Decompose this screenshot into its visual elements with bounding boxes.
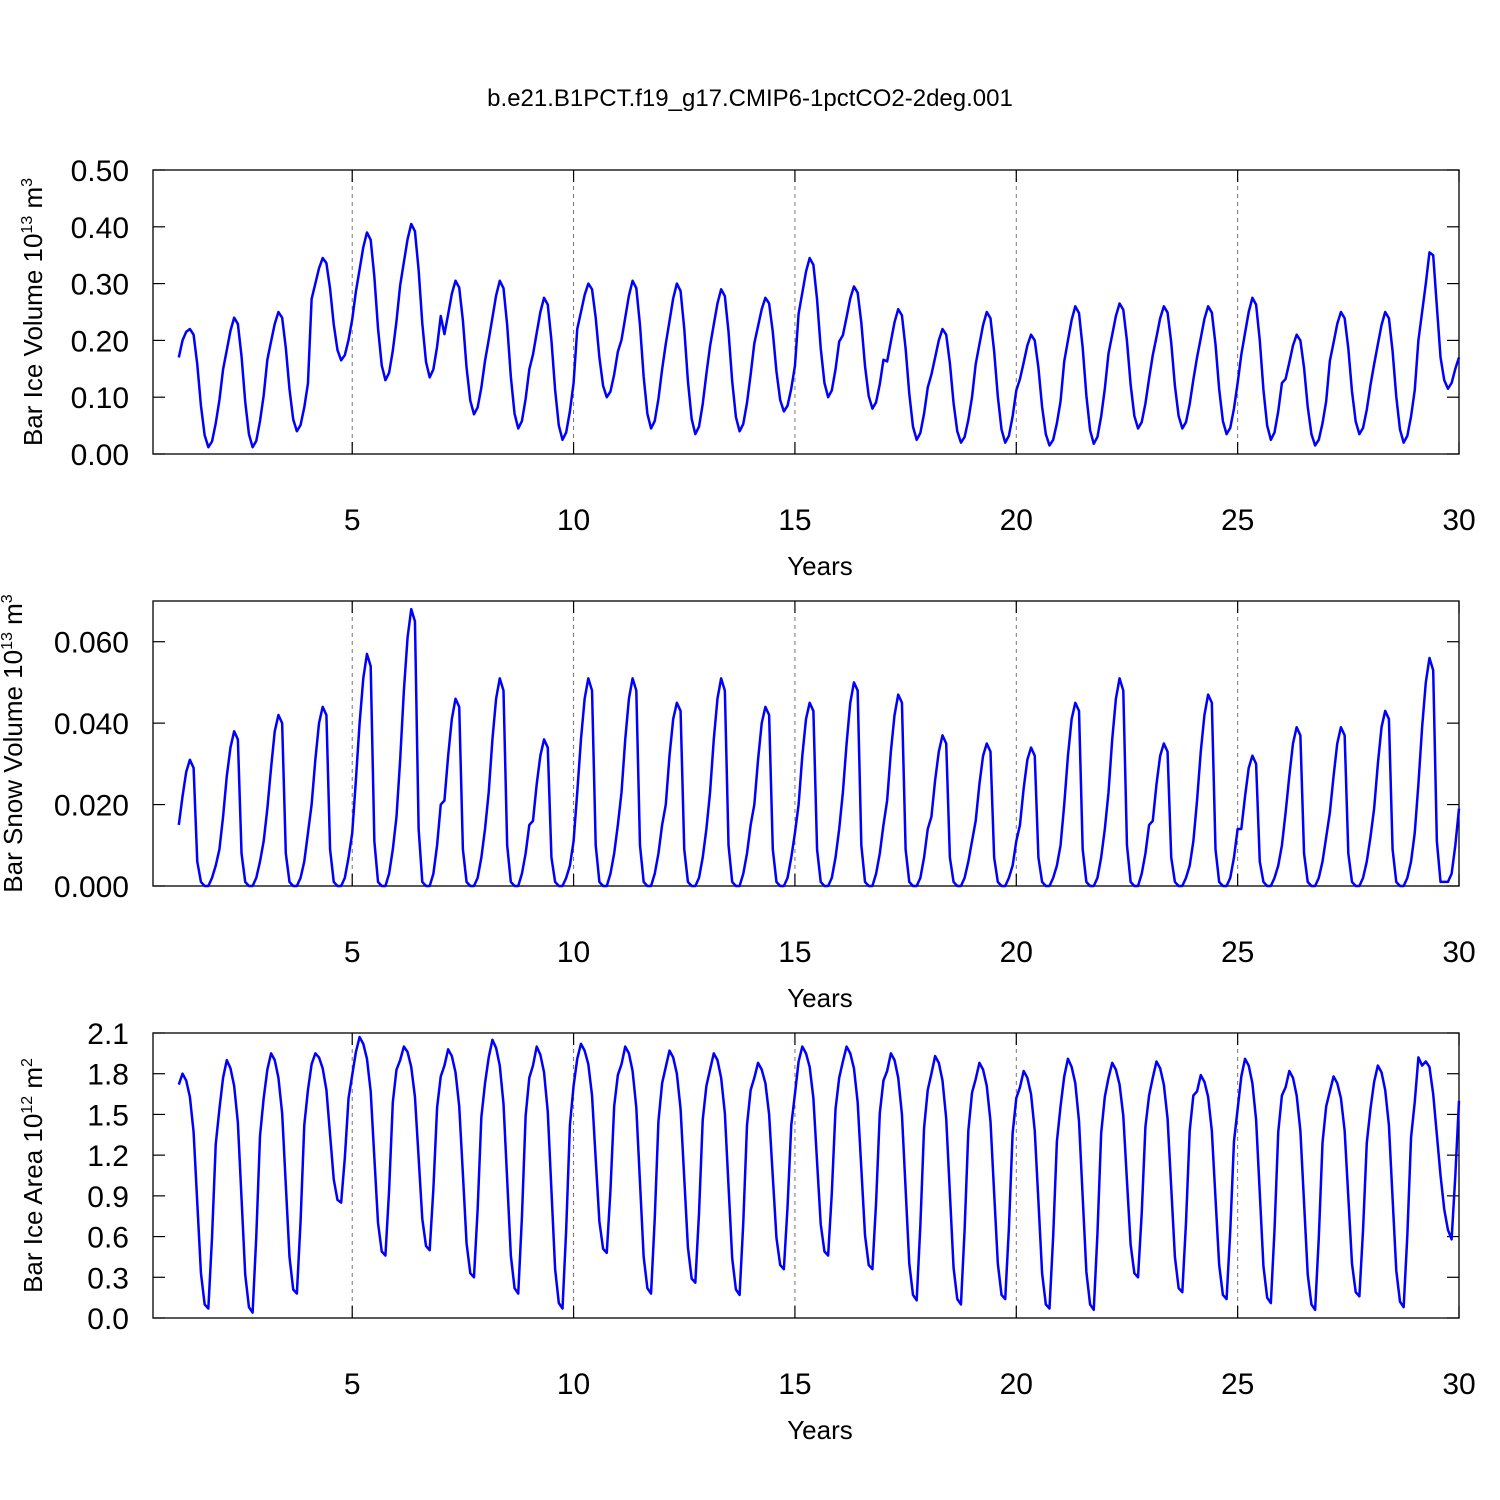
y-axis-label-text: Bar Snow Volume 10 — [0, 650, 28, 893]
y-axis-label-text: Bar Ice Volume 10 — [18, 234, 48, 446]
x-axis-label: Years — [787, 983, 853, 1013]
x-tick-label: 10 — [557, 1368, 590, 1401]
y-axis-label-unit-exponent: 3 — [0, 594, 16, 603]
x-axis-label: Years — [787, 1415, 853, 1445]
x-tick-label: 15 — [778, 1368, 811, 1401]
y-tick-label: 0.020 — [54, 790, 129, 823]
x-tick-label: 15 — [778, 936, 811, 969]
y-tick-label: 0.50 — [71, 155, 129, 188]
x-tick-label: 5 — [344, 504, 361, 537]
y-tick-label: 0.3 — [87, 1262, 129, 1295]
y-axis-label-unit-exponent: 2 — [19, 1058, 36, 1067]
plot-frame — [152, 169, 1460, 455]
y-axis-label: Bar Snow Volume 1013 m3 — [0, 594, 28, 893]
x-tick-label: 5 — [344, 936, 361, 969]
x-tick-label: 30 — [1442, 1368, 1475, 1401]
y-tick-label: 0.040 — [54, 708, 129, 741]
y-axis-label-unit: m — [0, 603, 28, 632]
y-axis-label-unit-exponent: 3 — [19, 178, 36, 187]
y-tick-label: 0.9 — [87, 1181, 129, 1214]
x-tick-label: 15 — [778, 504, 811, 537]
y-tick-label: 0.000 — [54, 871, 129, 904]
x-axis-label: Years — [787, 551, 853, 581]
x-tick-label: 30 — [1442, 504, 1475, 537]
y-tick-label: 0.20 — [71, 325, 129, 358]
y-tick-label: 2.1 — [87, 1018, 129, 1051]
y-tick-label: 1.2 — [87, 1140, 129, 1173]
y-tick-label: 0.30 — [71, 269, 129, 302]
x-tick-label: 10 — [557, 936, 590, 969]
x-tick-label: 20 — [1000, 504, 1033, 537]
y-axis-label-exponent: 13 — [0, 632, 16, 650]
plot-frame — [152, 600, 1460, 887]
y-tick-label: 0.060 — [54, 627, 129, 660]
x-tick-label: 10 — [557, 504, 590, 537]
y-tick-label: 1.8 — [87, 1059, 129, 1092]
y-axis-label-text: Bar Ice Area 10 — [18, 1114, 48, 1293]
data-line — [177, 1035, 1461, 1314]
data-line — [177, 607, 1461, 888]
plot-frame — [152, 1032, 1460, 1319]
y-axis-label-exponent: 13 — [19, 216, 36, 234]
y-tick-label: 1.5 — [87, 1099, 129, 1132]
x-tick-label: 20 — [1000, 936, 1033, 969]
x-tick-label: 25 — [1221, 1368, 1254, 1401]
x-tick-label: 20 — [1000, 1368, 1033, 1401]
y-tick-label: 0.40 — [71, 212, 129, 245]
y-tick-label: 0.10 — [71, 382, 129, 415]
y-axis-label-unit: m — [18, 1067, 48, 1096]
figure-title: b.e21.B1PCT.f19_g17.CMIP6-1pctCO2-2deg.0… — [487, 85, 1013, 112]
y-tick-label: 0.00 — [71, 439, 129, 472]
x-tick-label: 25 — [1221, 936, 1254, 969]
x-tick-label: 25 — [1221, 504, 1254, 537]
x-tick-label: 5 — [344, 1368, 361, 1401]
y-tick-label: 0.6 — [87, 1222, 129, 1255]
y-axis-label: Bar Ice Volume 1013 m3 — [18, 178, 48, 446]
x-tick-label: 30 — [1442, 936, 1475, 969]
y-axis-label: Bar Ice Area 1012 m2 — [18, 1058, 48, 1293]
y-axis-label-exponent: 12 — [19, 1096, 36, 1114]
data-line — [177, 222, 1461, 449]
y-axis-label-unit: m — [18, 187, 48, 216]
y-tick-label: 0.0 — [87, 1303, 129, 1336]
